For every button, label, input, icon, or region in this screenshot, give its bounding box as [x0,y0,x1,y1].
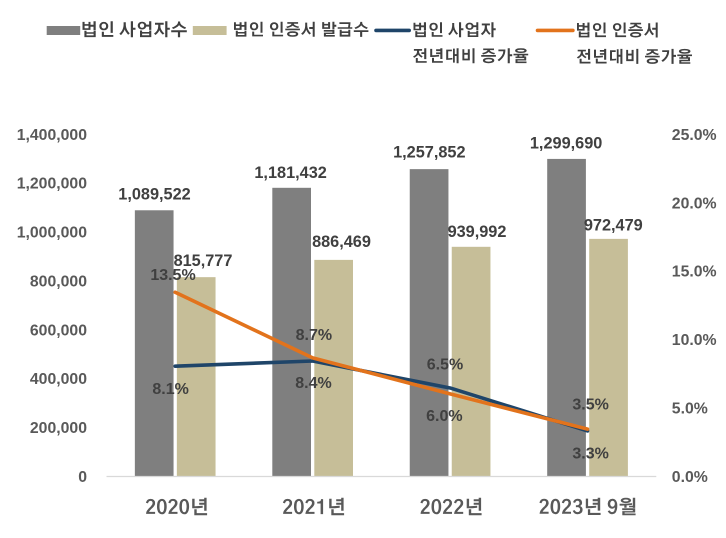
svg-text:3.3%: 3.3% [572,445,608,462]
svg-text:25.0%: 25.0% [672,127,717,144]
svg-text:20.0%: 20.0% [672,195,717,212]
svg-text:8.4%: 8.4% [295,375,331,392]
svg-text:1,400,000: 1,400,000 [17,127,87,144]
svg-text:200,000: 200,000 [30,420,87,437]
svg-text:6.5%: 6.5% [427,357,463,374]
svg-text:800,000: 800,000 [30,273,87,290]
svg-text:1,299,690: 1,299,690 [530,135,602,153]
svg-text:0.0%: 0.0% [672,469,708,486]
svg-text:1,200,000: 1,200,000 [17,176,87,193]
svg-text:0: 0 [78,469,87,486]
svg-text:3.5%: 3.5% [572,397,608,414]
svg-text:886,469: 886,469 [312,233,371,251]
svg-text:5.0%: 5.0% [672,401,708,418]
svg-text:15.0%: 15.0% [672,264,717,281]
svg-text:1,257,852: 1,257,852 [393,144,465,162]
svg-text:600,000: 600,000 [30,322,87,339]
svg-text:815,777: 815,777 [174,252,233,270]
svg-text:8.1%: 8.1% [152,381,188,398]
svg-text:972,479: 972,479 [584,217,643,235]
svg-text:939,992: 939,992 [448,223,507,241]
svg-text:8.7%: 8.7% [296,327,332,344]
svg-text:1,089,522: 1,089,522 [118,186,190,204]
svg-text:1,181,432: 1,181,432 [254,164,326,182]
svg-text:1,000,000: 1,000,000 [17,225,87,242]
svg-text:400,000: 400,000 [30,371,87,388]
svg-text:13.5%: 13.5% [150,267,195,284]
svg-text:6.0%: 6.0% [426,408,462,425]
svg-text:10.0%: 10.0% [672,332,717,349]
